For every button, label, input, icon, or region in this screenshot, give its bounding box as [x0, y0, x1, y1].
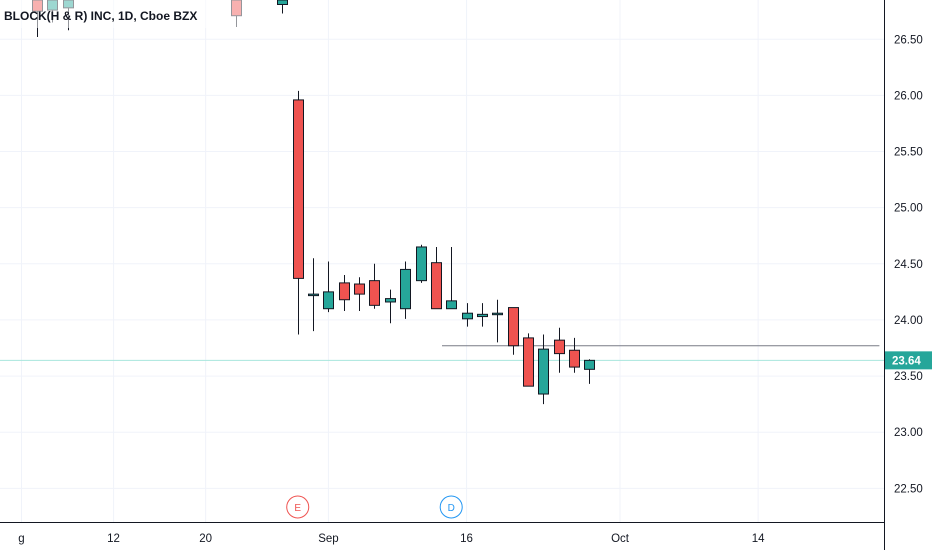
candle-down — [431, 262, 442, 310]
x-tick-label: g — [18, 533, 24, 545]
candle-up — [400, 268, 411, 310]
event-marker-label: D — [448, 503, 455, 514]
candle-up — [492, 312, 503, 316]
event-marker-e[interactable]: E — [286, 495, 310, 519]
candle-down — [569, 349, 580, 368]
candle-up — [477, 313, 488, 318]
y-tick-label: 25.00 — [894, 203, 923, 215]
candle-down — [508, 307, 519, 347]
y-tick-label: 26.50 — [894, 34, 923, 46]
candle-up — [385, 298, 396, 303]
event-marker-circle — [286, 495, 310, 519]
candle-up — [416, 246, 427, 282]
candle-up — [538, 348, 549, 395]
candle-down — [369, 280, 380, 306]
x-tick-label: Sep — [318, 533, 338, 545]
candle-up — [462, 312, 473, 320]
y-tick-label: 23.50 — [894, 371, 923, 383]
last-price-value: 23.64 — [892, 355, 921, 367]
y-tick-label: 25.50 — [894, 147, 923, 159]
candle-up — [323, 291, 334, 310]
candle-up — [446, 300, 457, 310]
candles-layer — [32, 0, 595, 405]
y-tick-label: 22.50 — [894, 483, 923, 495]
candle-down — [354, 283, 365, 295]
candle-down — [293, 99, 304, 279]
x-tick-label: 20 — [199, 533, 212, 545]
candle-down — [339, 282, 350, 301]
event-marker-label: E — [294, 503, 301, 514]
y-tick-label: 23.00 — [894, 427, 923, 439]
candle-up — [584, 359, 595, 370]
y-tick-label: 24.00 — [894, 315, 923, 327]
candle-up — [308, 293, 319, 297]
last-price-badge — [885, 351, 932, 370]
event-marker-circle — [439, 495, 463, 519]
chart-title: BLOCK(H & R) INC, 1D, Cboe BZX — [4, 9, 197, 23]
last-price-label: 23.64 — [885, 351, 932, 370]
x-tick-label: 12 — [107, 533, 120, 545]
grid — [0, 0, 884, 522]
x-tick-label: 16 — [460, 533, 473, 545]
x-tick-label: 14 — [752, 533, 765, 545]
candle-down — [554, 339, 565, 355]
title-backdrop — [0, 0, 250, 28]
y-tick-label: 24.50 — [894, 259, 923, 271]
event-marker-d[interactable]: D — [439, 495, 463, 519]
x-tick-label: Oct — [611, 533, 630, 545]
candle-down — [523, 337, 534, 387]
y-tick-label: 26.00 — [894, 90, 923, 102]
candle-up — [277, 0, 288, 5]
